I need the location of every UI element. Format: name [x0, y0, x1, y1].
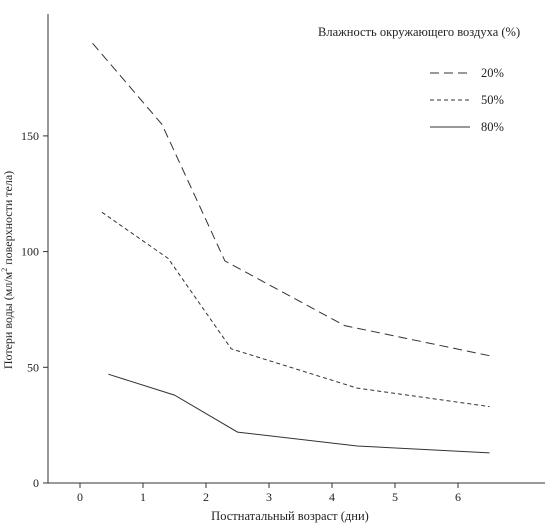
- legend-title: Влажность окружающего воздуха (%): [318, 25, 520, 39]
- x-tick-label: 3: [266, 490, 272, 504]
- y-axis-label-rest: поверхности тела): [1, 171, 15, 268]
- x-tick-label: 5: [392, 490, 398, 504]
- y-axis-label-main: Потери воды (мл/м: [1, 271, 15, 369]
- series-lines: [92, 42, 490, 454]
- y-tick-label: 0: [33, 476, 39, 490]
- y-tick-label: 150: [21, 129, 39, 143]
- x-axis-label: Постнатальный возраст (дни): [211, 509, 369, 523]
- x-tick-label: 1: [140, 490, 146, 504]
- y-axis-ticks: 0 50 100 150: [21, 129, 48, 490]
- y-tick-label: 100: [21, 245, 39, 259]
- y-tick-label: 50: [27, 360, 39, 374]
- legend-label-3: 80%: [481, 120, 504, 134]
- y-axis-label: Потери воды (мл/м2 поверхности тела): [0, 171, 15, 369]
- x-tick-label: 4: [329, 490, 335, 504]
- series-line-2: [101, 211, 490, 408]
- x-tick-label: 6: [455, 490, 461, 504]
- series-line-3: [108, 373, 490, 454]
- y-axis-label-superscript: 2: [0, 268, 9, 272]
- legend: Влажность окружающего воздуха (%) 20% 50%…: [318, 25, 520, 134]
- legend-label-2: 50%: [481, 93, 504, 107]
- axes: [47, 14, 545, 484]
- series-line-1: [92, 42, 490, 357]
- x-tick-label: 2: [203, 490, 209, 504]
- legend-label-1: 20%: [481, 66, 504, 80]
- x-tick-label: 0: [77, 490, 83, 504]
- x-axis-ticks: 0 1 2 3 4 5 6: [77, 483, 461, 504]
